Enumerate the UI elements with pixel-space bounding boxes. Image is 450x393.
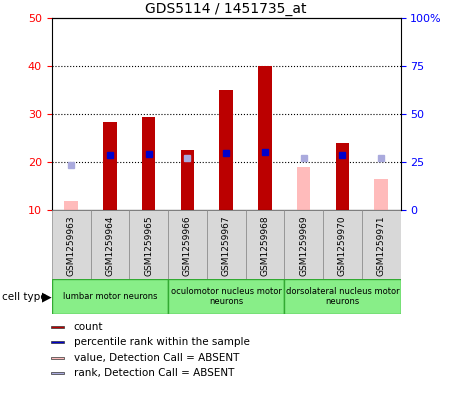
Bar xyxy=(168,279,284,314)
Bar xyxy=(336,143,349,210)
Text: GSM1259968: GSM1259968 xyxy=(261,216,270,276)
Text: GSM1259970: GSM1259970 xyxy=(338,216,347,276)
Text: GSM1259969: GSM1259969 xyxy=(299,216,308,276)
Bar xyxy=(103,121,117,210)
Bar xyxy=(52,279,168,314)
Bar xyxy=(374,179,388,210)
Bar xyxy=(52,210,90,279)
Bar xyxy=(284,279,400,314)
Bar xyxy=(51,341,63,343)
Text: GSM1259964: GSM1259964 xyxy=(105,216,114,276)
Bar xyxy=(246,210,284,279)
Text: value, Detection Call = ABSENT: value, Detection Call = ABSENT xyxy=(73,353,239,363)
Bar xyxy=(219,90,233,210)
Bar xyxy=(129,210,168,279)
Text: rank, Detection Call = ABSENT: rank, Detection Call = ABSENT xyxy=(73,368,234,378)
Text: oculomotor nucleus motor
neurons: oculomotor nucleus motor neurons xyxy=(171,287,282,307)
Text: lumbar motor neurons: lumbar motor neurons xyxy=(63,292,157,301)
Bar xyxy=(142,117,155,210)
Title: GDS5114 / 1451735_at: GDS5114 / 1451735_at xyxy=(145,2,307,16)
Bar xyxy=(284,210,323,279)
Text: count: count xyxy=(73,322,103,332)
Bar xyxy=(51,326,63,328)
Bar xyxy=(297,167,310,210)
Bar xyxy=(362,210,400,279)
Bar xyxy=(258,66,272,210)
Text: cell type: cell type xyxy=(2,292,47,302)
Bar xyxy=(323,210,362,279)
Bar xyxy=(207,210,246,279)
Text: dorsolateral nucleus motor
neurons: dorsolateral nucleus motor neurons xyxy=(286,287,399,307)
Text: GSM1259971: GSM1259971 xyxy=(377,216,386,276)
Bar xyxy=(168,210,207,279)
Text: GSM1259966: GSM1259966 xyxy=(183,216,192,276)
Text: GSM1259965: GSM1259965 xyxy=(144,216,153,276)
Bar xyxy=(51,356,63,359)
Bar xyxy=(90,210,129,279)
Text: percentile rank within the sample: percentile rank within the sample xyxy=(73,337,249,347)
Text: GSM1259963: GSM1259963 xyxy=(67,216,76,276)
Bar xyxy=(51,372,63,374)
Bar xyxy=(64,201,78,210)
Text: GSM1259967: GSM1259967 xyxy=(221,216,230,276)
Bar xyxy=(180,150,194,210)
Text: ▶: ▶ xyxy=(42,290,51,303)
